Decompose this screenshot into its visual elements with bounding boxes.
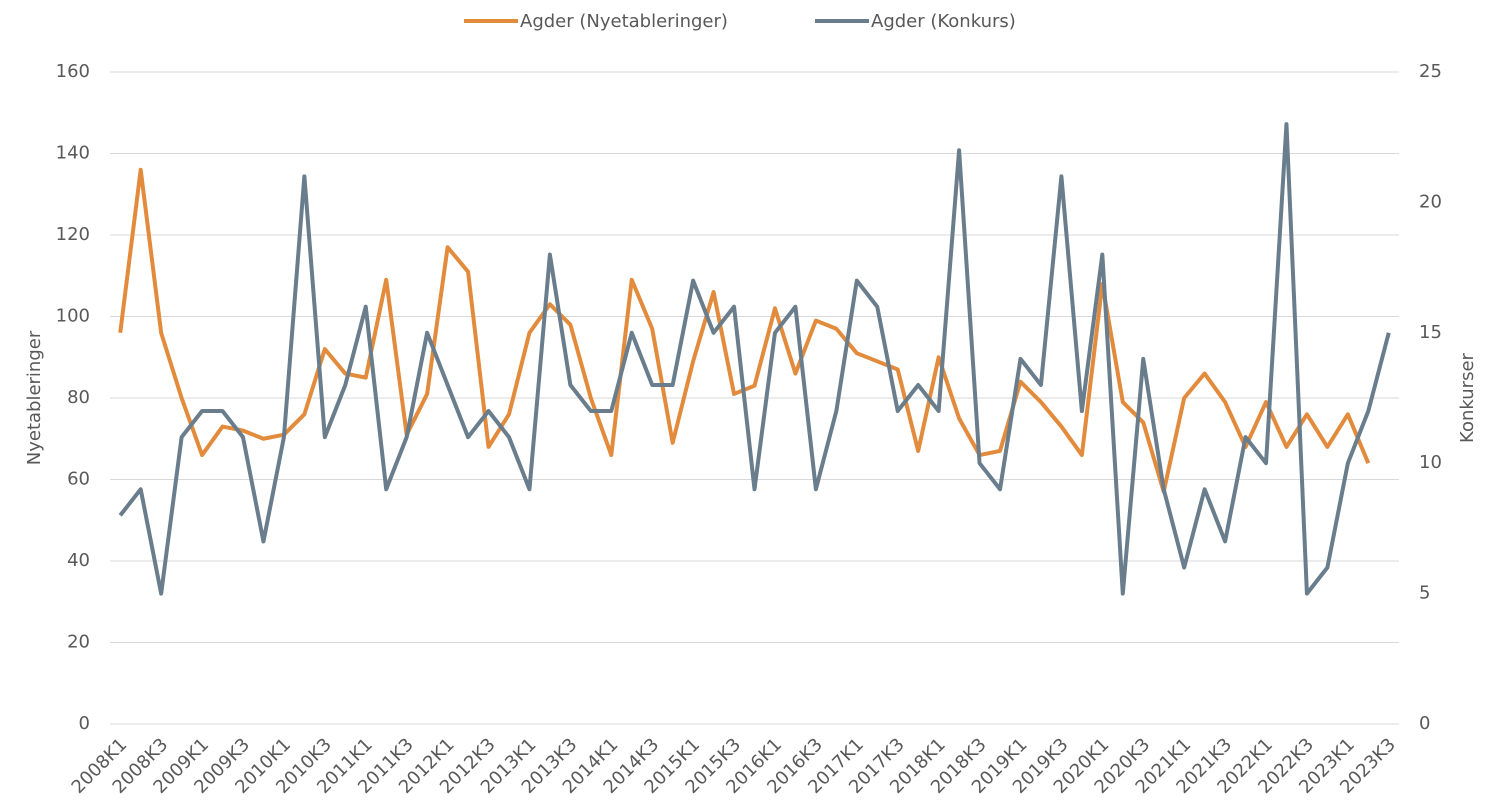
legend-label: Agder (Konkurs) [871,11,1016,32]
y2-axis-title: Konkurser [1457,352,1478,442]
line-series [118,122,1391,596]
y-tick-label: 0 [79,713,90,734]
y-tick-label: 120 [56,224,90,245]
y-tick-label: 80 [67,387,90,408]
y-tick-label: 160 [56,61,90,82]
y2-tick-label: 20 [1419,191,1442,212]
y-axis-title: Nyetableringer [24,330,45,465]
y2-tick-label: 15 [1419,322,1442,343]
y2-tick-label: 10 [1419,452,1442,473]
legend-label: Agder (Nyetableringer) [520,11,728,32]
y2-tick-label: 5 [1419,583,1430,604]
y-tick-label: 60 [67,469,90,490]
y-tick-label: 40 [67,550,90,571]
y-tick-label: 100 [56,306,90,327]
y-tick-label: 140 [56,143,90,164]
y2-tick-label: 0 [1419,713,1430,734]
y-tick-label: 20 [67,632,90,653]
y2-tick-label: 25 [1419,61,1442,82]
